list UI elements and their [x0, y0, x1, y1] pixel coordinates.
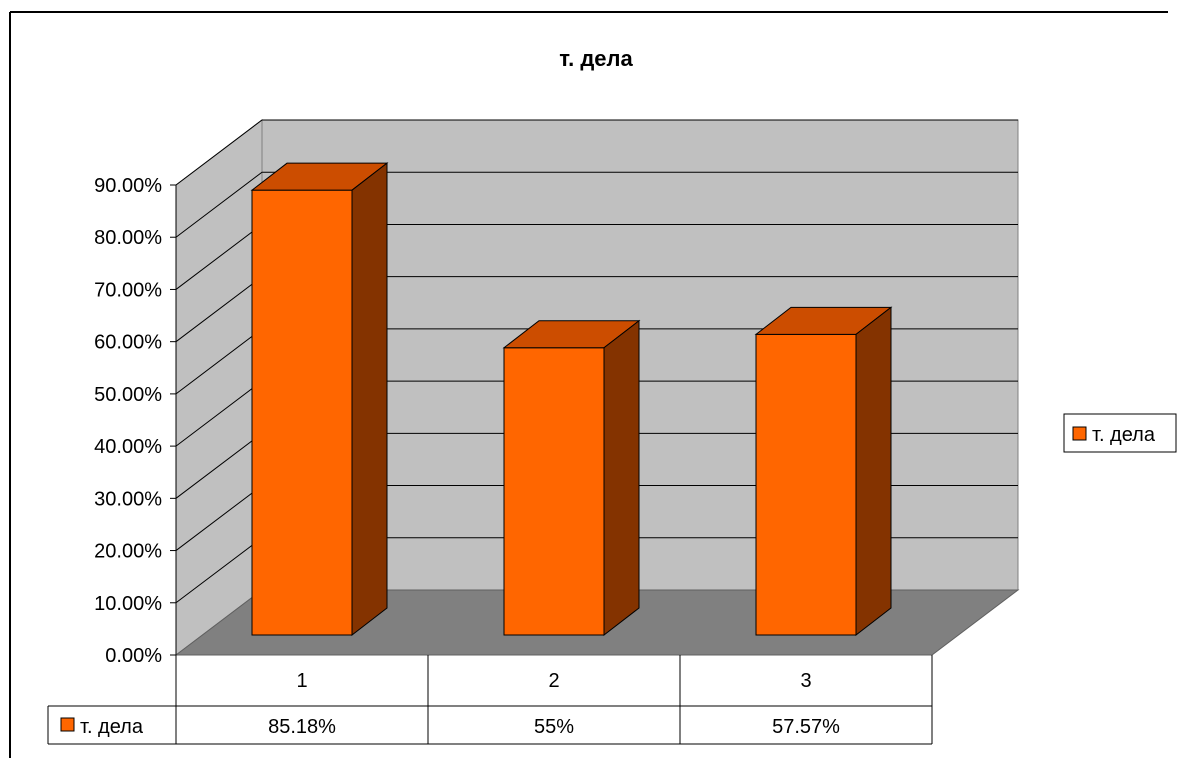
bar-side [603, 319, 640, 637]
y-tick-label: 0.00% [105, 645, 162, 667]
bar-side [351, 162, 388, 637]
y-tick-label: 20.00% [94, 541, 162, 563]
y-tick-label: 30.00% [94, 488, 162, 510]
gridline [175, 171, 1018, 238]
y-tick-label: 10.00% [94, 593, 162, 615]
category-label: 2 [548, 670, 559, 692]
category-label: 1 [296, 670, 307, 692]
legend-label: т. дела [1092, 424, 1156, 446]
y-tick-label: 40.00% [94, 436, 162, 458]
bar-front [755, 333, 857, 636]
chart-frame [9, 11, 1168, 758]
table-series-key [60, 717, 75, 732]
bar [250, 162, 389, 637]
legend-swatch [1072, 426, 1087, 441]
y-tick-label: 50.00% [94, 384, 162, 406]
data-label: 55% [534, 716, 574, 738]
bar-side [855, 306, 892, 637]
chart-title: т. дела [559, 46, 633, 71]
y-tick-label: 90.00% [94, 175, 162, 197]
bar [502, 319, 641, 637]
y-tick-label: 60.00% [94, 332, 162, 354]
side-wall [175, 118, 263, 657]
y-tick-label: 80.00% [94, 227, 162, 249]
bar-front [251, 189, 353, 636]
table-series-name: т. дела [80, 716, 144, 738]
data-label: 57.57% [772, 716, 840, 738]
category-label: 3 [800, 670, 811, 692]
bar-front [503, 347, 605, 636]
gridline [175, 119, 1018, 186]
bar [754, 306, 893, 637]
y-tick-label: 70.00% [94, 279, 162, 301]
data-label: 85.18% [268, 716, 336, 738]
